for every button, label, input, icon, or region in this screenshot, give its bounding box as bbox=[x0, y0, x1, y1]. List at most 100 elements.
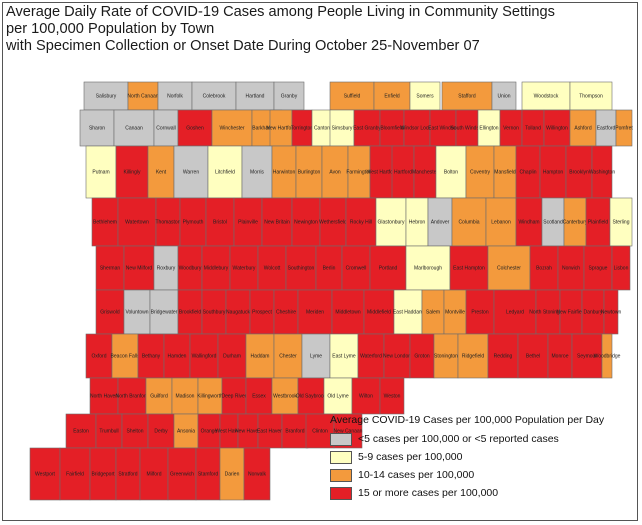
town-label-sherman: Sherman bbox=[100, 266, 121, 272]
town-roxbury: Roxbury bbox=[153, 245, 179, 291]
town-seymour: Seymour bbox=[571, 333, 603, 379]
town-plymouth: Plymouth bbox=[179, 197, 207, 247]
town-label-westbrook: Westbrook bbox=[273, 394, 297, 400]
town-shape-brooklyn bbox=[565, 145, 593, 199]
town-label-marlborough: Marlborough bbox=[414, 266, 442, 272]
town-label-bridgeport: Bridgeport bbox=[91, 472, 115, 478]
town-label-wallingford: Wallingford bbox=[192, 354, 217, 360]
town-label-windsor-locks: Windsor Locks bbox=[401, 126, 434, 132]
town-shape-milford bbox=[139, 447, 169, 501]
town-wolcott: Wolcott bbox=[257, 245, 287, 291]
town-southbury: Southbury bbox=[201, 289, 227, 335]
town-cheshire: Cheshire bbox=[273, 289, 299, 335]
town-shape-shelton bbox=[121, 413, 149, 449]
town-east-haddam: East Haddam bbox=[393, 289, 423, 335]
town-chester: Chester bbox=[273, 333, 303, 379]
town-label-windham: Windham bbox=[518, 220, 539, 226]
town-label-hampton: Hampton bbox=[543, 170, 564, 176]
town-shape-monroe bbox=[547, 333, 573, 379]
town-union: Union bbox=[491, 81, 517, 111]
town-naugatuck: Naugatuck bbox=[225, 289, 250, 335]
town-colebrook: Colebrook bbox=[191, 81, 237, 111]
town-old-saybrook: Old Saybrook bbox=[296, 377, 327, 415]
town-shape-plymouth bbox=[179, 197, 207, 247]
town-morris: Morris bbox=[241, 145, 273, 199]
town-thomaston: Thomaston bbox=[155, 197, 181, 247]
town-north-stonington: North Stonington bbox=[529, 289, 567, 335]
town-shape-durham bbox=[217, 333, 247, 379]
town-vernon: Vernon bbox=[499, 109, 523, 147]
town-greenwich: Greenwich bbox=[167, 447, 197, 501]
town-oxford: Oxford bbox=[85, 333, 113, 379]
town-scotland: Scotland bbox=[541, 197, 565, 247]
town-shape-north-haven bbox=[89, 377, 119, 415]
town-label-cromwell: Cromwell bbox=[346, 266, 367, 272]
town-shape-stamford bbox=[195, 447, 221, 501]
town-preston: Preston bbox=[465, 289, 495, 335]
town-label-preston: Preston bbox=[471, 310, 488, 316]
town-beacon-falls: Beacon Falls bbox=[111, 333, 140, 379]
town-sharon: Sharon bbox=[79, 109, 115, 147]
town-sherman: Sherman bbox=[95, 245, 125, 291]
town-label-east-haven: East Haven bbox=[257, 429, 283, 435]
town-east-lyme: East Lyme bbox=[329, 333, 359, 379]
town-label-new-milford: New Milford bbox=[126, 266, 153, 272]
town-label-redding: Redding bbox=[494, 354, 513, 360]
town-stamford: Stamford bbox=[195, 447, 221, 501]
town-shape-hartland bbox=[235, 81, 275, 111]
town-shape-stafford bbox=[441, 81, 493, 111]
town-label-bloomfield: Bloomfield bbox=[380, 126, 404, 132]
town-shape-bethany bbox=[137, 333, 165, 379]
town-shape-pomfret bbox=[615, 109, 633, 147]
town-label-meriden: Meriden bbox=[306, 310, 324, 316]
town-somers: Somers bbox=[409, 81, 441, 111]
town-label-east-windsor: East Windsor bbox=[428, 126, 458, 132]
town-label-west-hartford: West Hartford bbox=[367, 170, 398, 176]
town-lyme: Lyme bbox=[301, 333, 331, 379]
town-new-britain: New Britain bbox=[261, 197, 293, 247]
town-shape-ridgefield bbox=[457, 333, 489, 379]
town-stafford: Stafford bbox=[441, 81, 493, 111]
town-windham: Windham bbox=[515, 197, 543, 247]
town-stonington: Stonington bbox=[433, 333, 459, 379]
town-woodbury: Woodbury bbox=[177, 245, 203, 291]
town-label-avon: Avon bbox=[329, 170, 341, 176]
town-label-farmington: Farmington bbox=[346, 170, 372, 176]
town-label-orange: Orange bbox=[201, 429, 218, 435]
town-watertown: Watertown bbox=[117, 197, 157, 247]
town-shape-bethlehem bbox=[91, 197, 119, 247]
town-label-bethlehem: Bethlehem bbox=[93, 220, 117, 226]
town-prospect: Prospect bbox=[249, 289, 275, 335]
town-label-berlin: Berlin bbox=[323, 266, 336, 272]
town-label-bethel: Bethel bbox=[526, 354, 540, 360]
town-kent: Kent bbox=[147, 145, 175, 199]
town-label-hartland: Hartland bbox=[246, 94, 265, 100]
town-label-barkhamsted: Barkhamsted bbox=[252, 126, 282, 132]
town-shape-middlefield bbox=[363, 289, 395, 335]
town-label-mansfield: Mansfield bbox=[494, 170, 516, 176]
town-label-harwinton: Harwinton bbox=[273, 170, 296, 176]
town-shape-westport bbox=[29, 447, 61, 501]
town-marlborough: Marlborough bbox=[405, 245, 451, 291]
town-label-shelton: Shelton bbox=[127, 429, 144, 435]
town-norwalk: Norwalk bbox=[243, 447, 271, 501]
town-groton: Groton bbox=[409, 333, 435, 379]
town-shape-new-milford bbox=[123, 245, 155, 291]
map-legend: Average COVID-19 Cases per 100,000 Popul… bbox=[330, 414, 604, 502]
town-newtown: Newtown bbox=[601, 289, 621, 335]
town-shape-east-hampton bbox=[449, 245, 489, 291]
town-shape-bristol bbox=[205, 197, 235, 247]
town-label-new-london: New London bbox=[383, 354, 411, 360]
town-goshen: Goshen bbox=[177, 109, 213, 147]
town-label-ansonia: Ansonia bbox=[177, 429, 195, 435]
town-label-north-stonington: North Stonington bbox=[529, 310, 567, 316]
town-shape-plainfield bbox=[585, 197, 611, 247]
town-label-ledyard: Ledyard bbox=[506, 310, 524, 316]
town-canaan: Canaan bbox=[113, 109, 155, 147]
town-suffield: Suffield bbox=[329, 81, 375, 111]
town-shape-easton bbox=[65, 413, 97, 449]
town-cornwall: Cornwall bbox=[153, 109, 179, 147]
town-label-litchfield: Litchfield bbox=[215, 170, 235, 176]
town-label-seymour: Seymour bbox=[577, 354, 597, 360]
town-label-sprague: Sprague bbox=[589, 266, 608, 272]
